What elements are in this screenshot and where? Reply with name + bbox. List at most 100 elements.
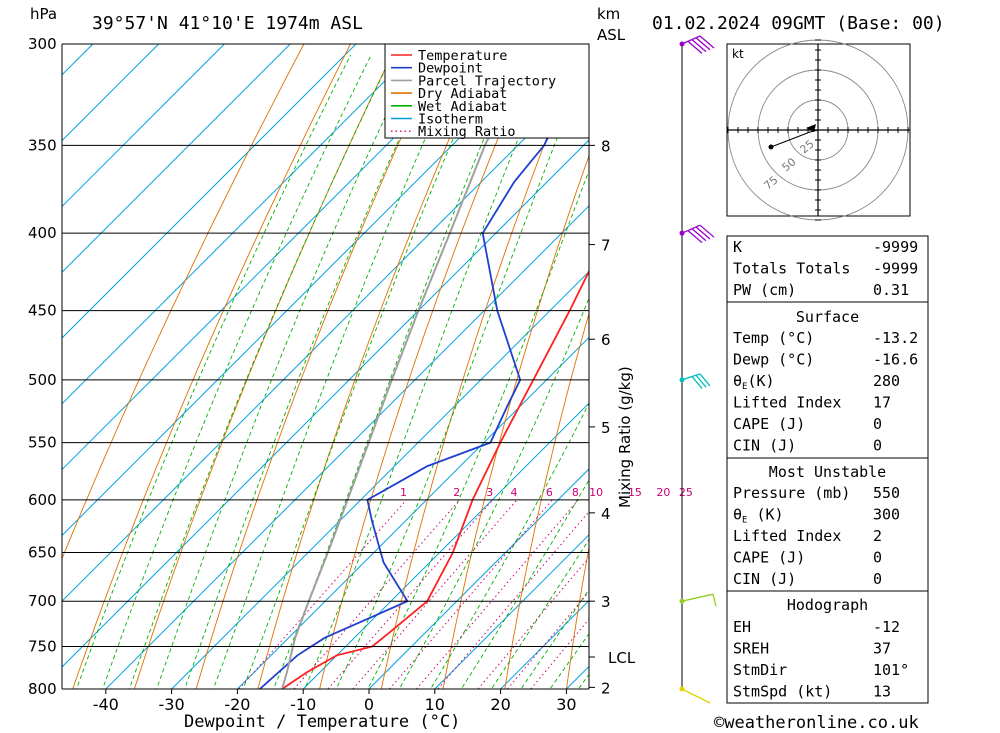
x-tick-label: 20	[490, 695, 510, 714]
asl-unit-label: ASL	[597, 26, 626, 44]
index-label: StmSpd (kt)	[733, 683, 832, 701]
x-axis-label: Dewpoint / Temperature (°C)	[184, 712, 460, 732]
km-tick-label: 5	[601, 419, 611, 437]
indices-top-frame	[726, 235, 929, 303]
index-value: 2	[873, 527, 882, 545]
wind-barb-shaft	[681, 688, 711, 704]
mixing-ratio-line	[477, 556, 589, 689]
indices-top-box: K -9999 Totals Totals -9999 PW (cm) 0.31	[726, 235, 929, 303]
x-tick-label: -30	[159, 695, 185, 714]
legend-label: Parcel Trajectory	[418, 73, 556, 89]
pressure-tick-label: 800	[28, 680, 57, 698]
wind-barb-flag	[699, 224, 715, 238]
isotherm-line	[171, 270, 589, 689]
x-tick-label: 10	[425, 695, 445, 714]
x-tick-label: 0	[364, 695, 374, 714]
isotherm-line	[62, 44, 488, 471]
pressure-tick-label: 450	[28, 302, 57, 320]
pressure-tick-label: 650	[28, 543, 57, 561]
wind-barb-flag	[691, 376, 703, 389]
km-tick-label: 6	[601, 331, 611, 349]
index-label: Dewp (°C)	[733, 351, 814, 369]
hodograph-trace	[770, 129, 819, 148]
index-value: 0	[873, 437, 882, 455]
hodograph-point	[768, 144, 774, 150]
dry-adiabat-line	[133, 44, 398, 689]
wind-barb-flag	[687, 40, 703, 54]
index-label: Temp (°C)	[733, 329, 814, 347]
index-value: 13	[873, 683, 891, 701]
index-label: PW (cm)	[733, 281, 796, 299]
dry-adiabat-line	[257, 44, 491, 689]
index-value: -12	[873, 618, 900, 636]
hodograph-unit-label: kt	[732, 47, 744, 61]
dry-adiabat-line	[195, 44, 445, 689]
wind-barb-flag	[699, 35, 715, 49]
index-label: Lifted Index	[733, 394, 841, 412]
mixing-ratio-line	[437, 510, 589, 689]
index-value: -9999	[873, 238, 918, 256]
location-title: 39°57'N 41°10'E 1974m ASL	[92, 13, 363, 34]
km-unit-label: km	[597, 5, 620, 23]
wind-barb	[679, 686, 711, 704]
mixing-ratio-line	[238, 499, 407, 689]
isotherm-line	[62, 44, 423, 405]
isotherm-line	[62, 44, 554, 537]
index-label-rest: (K)	[747, 372, 774, 390]
wet-adiabat-line	[460, 479, 589, 689]
isotherm-line	[434, 534, 589, 689]
wet-adiabat-line	[156, 54, 415, 689]
index-label: Lifted Index	[733, 527, 841, 545]
wet-adiabat-line	[335, 56, 589, 689]
wind-barb-flag	[687, 230, 703, 244]
wet-adiabat-line	[304, 54, 554, 689]
wet-adiabat-line	[490, 538, 589, 689]
wind-barb	[679, 593, 717, 607]
wind-barb	[679, 224, 715, 244]
mixing-ratio-label: 8	[572, 486, 579, 499]
index-value: 0	[873, 415, 882, 433]
index-label: K	[733, 238, 742, 256]
mixing-ratio-label: 15	[628, 486, 642, 499]
pressure-tick-label: 300	[28, 35, 57, 53]
mixing-ratio-line	[530, 618, 589, 689]
mixing-ratio-labels: 1 2 3 4 6 8 10 15 20 25	[400, 486, 693, 499]
mixing-ratio-line	[293, 499, 461, 689]
x-tick-label: -10	[290, 695, 316, 714]
pressure-tick-label: 750	[28, 638, 57, 656]
wind-barb-flag	[699, 373, 711, 387]
wet-adiabat-line	[367, 169, 589, 689]
indices-surface-box: Surface Temp (°C) -13.2 Dewp (°C) -16.6 θE(K)…	[726, 301, 929, 459]
isotherm-line	[62, 44, 291, 273]
isotherm-line	[368, 468, 589, 689]
indices-mu-title: Most Unstable	[769, 463, 886, 481]
index-label: Pressure (mb)	[733, 484, 850, 502]
x-tick-label: 30	[556, 695, 576, 714]
pressure-tick-label: 550	[28, 434, 57, 452]
x-tick-label: -40	[93, 695, 119, 714]
series-parcel-trajectory	[281, 44, 535, 689]
index-value: 550	[873, 484, 900, 502]
index-label-rest: (K)	[747, 506, 783, 524]
wind-barb-flag	[712, 594, 717, 607]
index-value: -9999	[873, 260, 918, 278]
legend-label: Dry Adiabat	[418, 86, 507, 102]
indices-surface-frame	[726, 301, 929, 459]
wind-barb	[679, 35, 715, 54]
mixing-ratio-line	[327, 499, 494, 689]
legend-label: Isotherm	[418, 112, 483, 128]
index-value: 37	[873, 640, 891, 658]
wind-barb-flag	[695, 37, 711, 51]
index-label-sub: E	[742, 516, 747, 526]
isotherm-line	[62, 44, 159, 142]
pressure-tick-label: 350	[28, 136, 57, 154]
y-unit-label: hPa	[30, 5, 57, 23]
storm-motion-arrow	[806, 124, 816, 132]
pressure-tick-label: 400	[28, 224, 57, 242]
index-label: CIN (J)	[733, 570, 796, 588]
index-value: -13.2	[873, 329, 918, 347]
footer-credit[interactable]: ©weatheronline.co.uk	[714, 713, 919, 733]
dry-adiabat-line	[995, 44, 1000, 689]
index-label: CAPE (J)	[733, 415, 805, 433]
